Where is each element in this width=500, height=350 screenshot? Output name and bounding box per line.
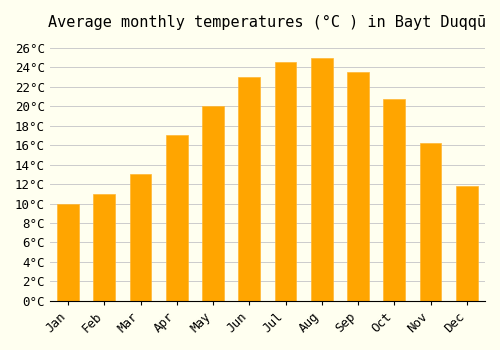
Bar	[166, 135, 188, 301]
Bar	[456, 186, 477, 301]
Bar	[94, 194, 115, 301]
Bar	[57, 204, 79, 301]
Bar	[384, 99, 405, 301]
Title: Average monthly temperatures (°C ) in Bayt Duqqū: Average monthly temperatures (°C ) in Ba…	[48, 15, 486, 30]
Bar	[420, 143, 442, 301]
Bar	[202, 106, 224, 301]
Bar	[130, 174, 152, 301]
Bar	[238, 77, 260, 301]
Bar	[311, 58, 332, 301]
Bar	[347, 72, 369, 301]
Bar	[274, 62, 296, 301]
